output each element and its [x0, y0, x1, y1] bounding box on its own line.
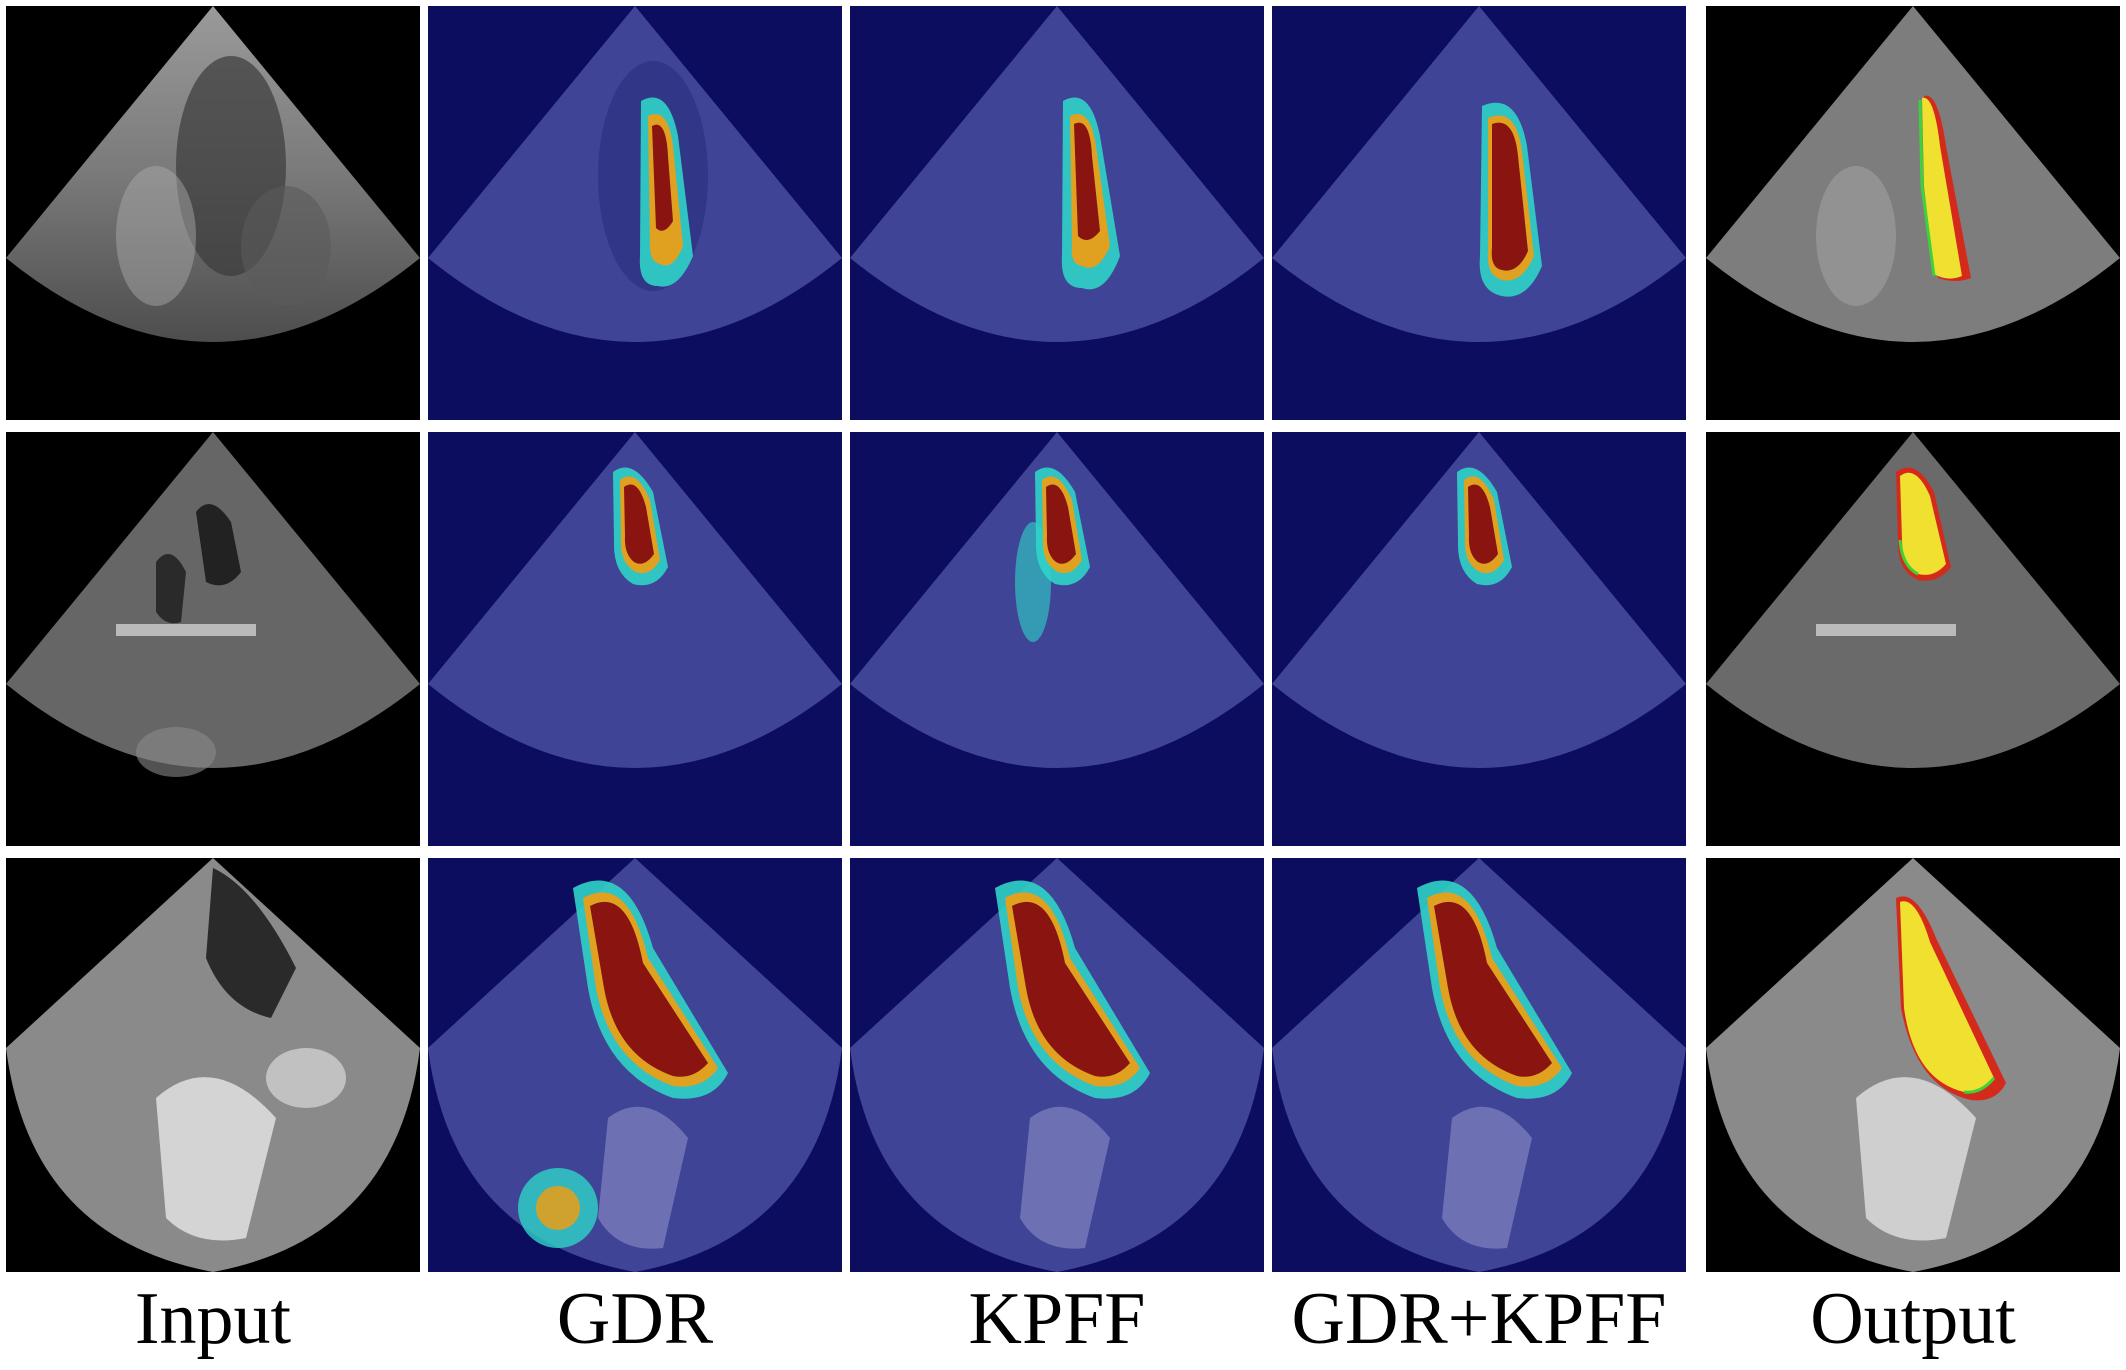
- output-image-row-1: [1706, 6, 2120, 420]
- column-label-input: Input: [134, 1278, 292, 1360]
- gdr-heatmap-row-3: [428, 858, 842, 1272]
- kpff-heatmap-row-2: [850, 432, 1264, 846]
- gdrkpff-heatmap-row-1: [1272, 6, 1686, 420]
- input-image-row-1: [6, 6, 420, 420]
- gdrkpff-heatmap-row-3: [1272, 858, 1686, 1272]
- heatmap-image: [850, 858, 1264, 1272]
- heatmap-image: [850, 6, 1264, 420]
- gdr-heatmap-row-2: [428, 432, 842, 846]
- ultrasound-image: [6, 6, 420, 420]
- heatmap-image: [1272, 6, 1686, 420]
- kpff-heatmap-row-1: [850, 6, 1264, 420]
- ultrasound-image: [6, 858, 420, 1272]
- gdrkpff-heatmap-row-2: [1272, 432, 1686, 846]
- kpff-heatmap-row-3: [850, 858, 1264, 1272]
- segmentation-image: [1706, 858, 2120, 1272]
- heatmap-image: [1272, 858, 1686, 1272]
- heatmap-image: [850, 432, 1264, 846]
- column-label-kpff: KPFF: [968, 1278, 1146, 1360]
- input-image-row-2: [6, 432, 420, 846]
- output-image-row-3: [1706, 858, 2120, 1272]
- heatmap-image: [428, 432, 842, 846]
- input-image-row-3: [6, 858, 420, 1272]
- heatmap-image: [1272, 432, 1686, 846]
- segmentation-image: [1706, 6, 2120, 420]
- column-label-gdr: GDR: [556, 1278, 714, 1360]
- column-label-output: Output: [1810, 1278, 2016, 1360]
- gdr-heatmap-row-1: [428, 6, 842, 420]
- output-image-row-2: [1706, 432, 2120, 846]
- heatmap-image: [428, 6, 842, 420]
- ultrasound-image: [6, 432, 420, 846]
- column-label-gdrkpff: GDR+KPFF: [1291, 1278, 1667, 1360]
- segmentation-image: [1706, 432, 2120, 846]
- heatmap-image: [428, 858, 842, 1272]
